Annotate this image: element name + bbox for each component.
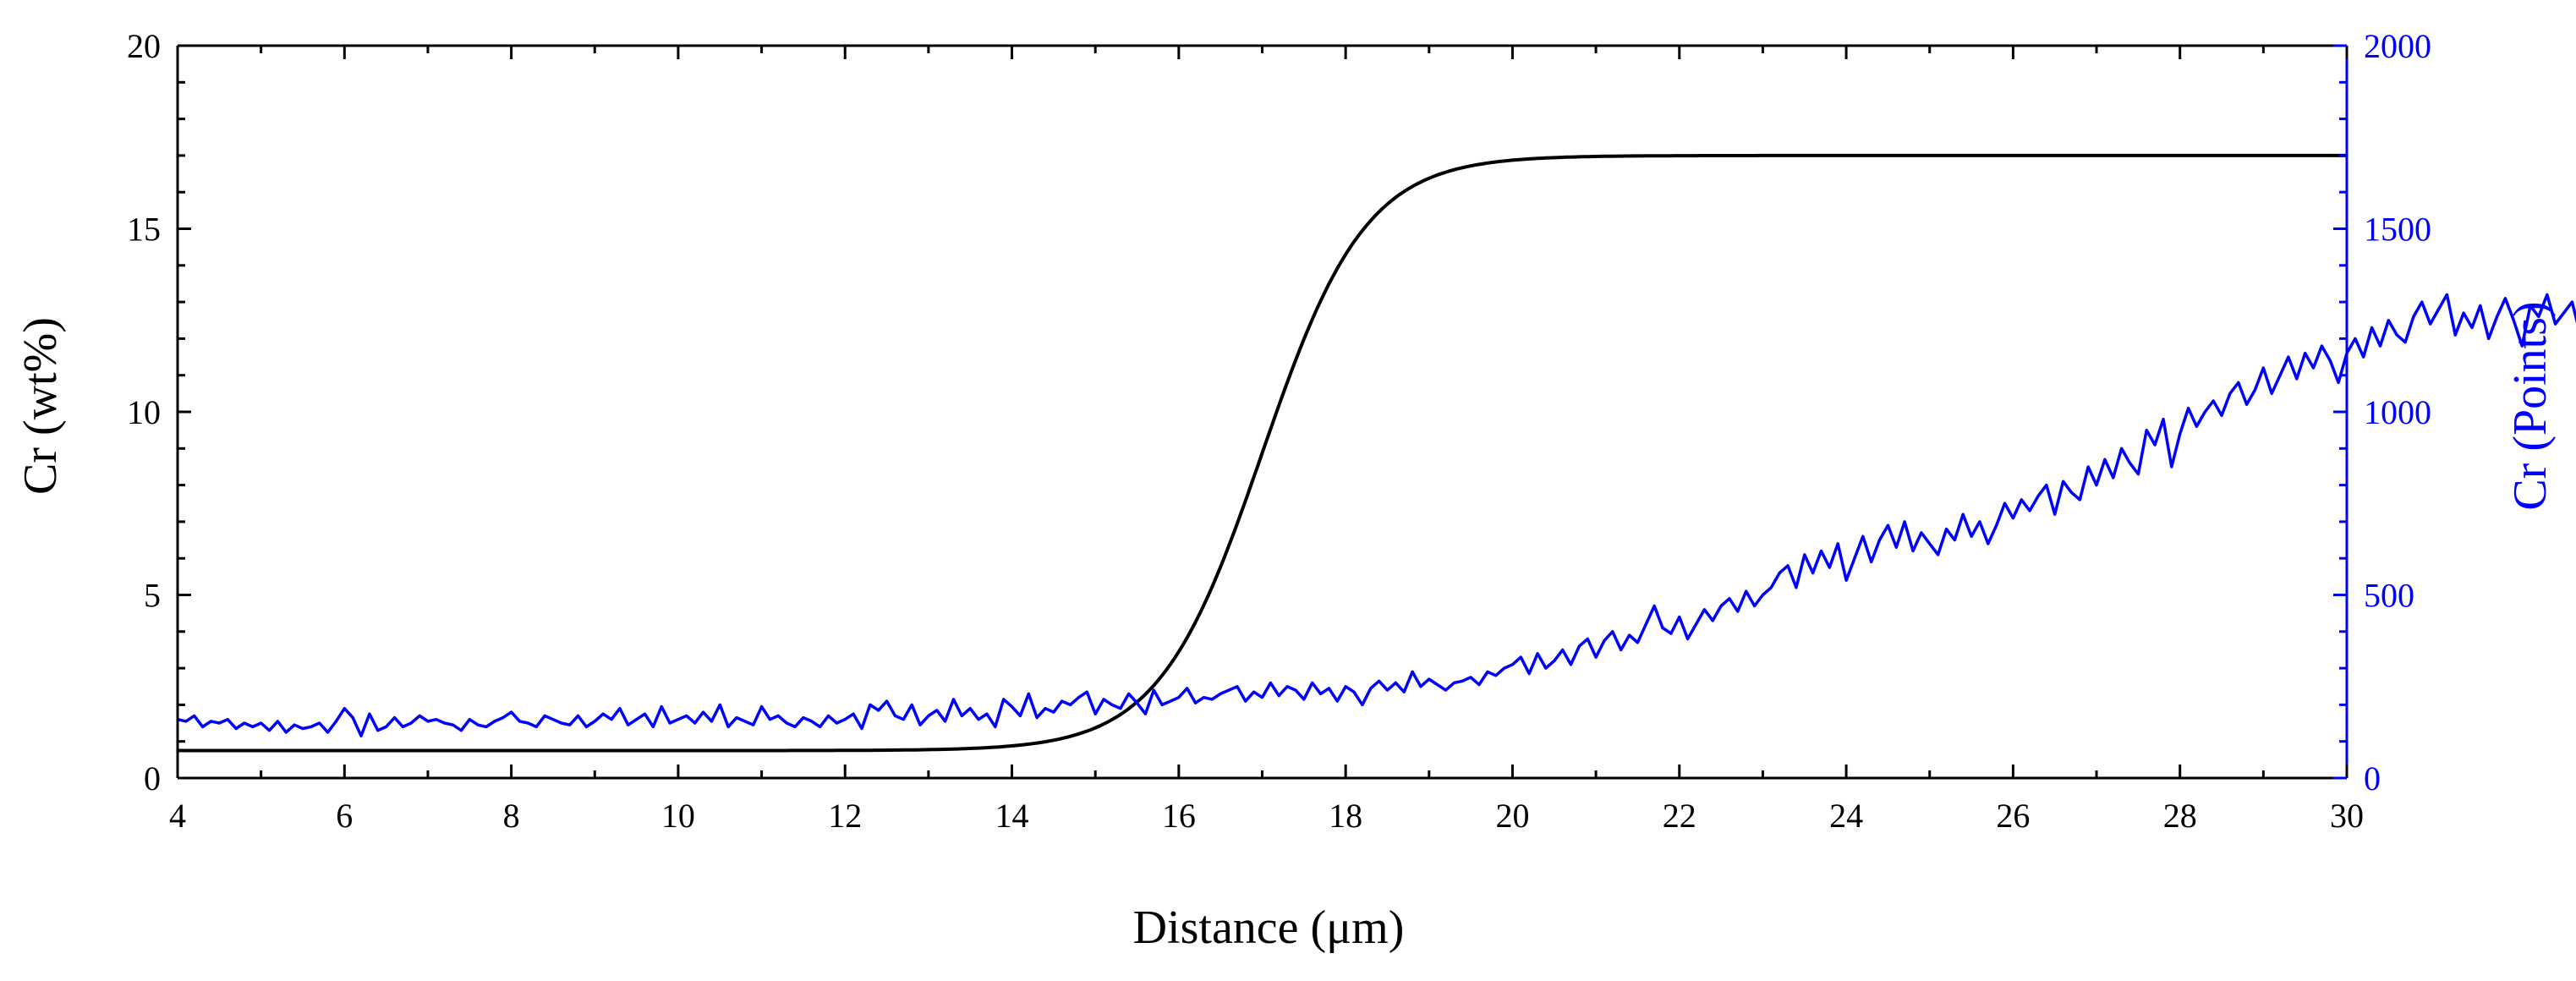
x-tick-label: 26 <box>1996 797 2030 835</box>
wt-series-layer <box>178 153 2347 753</box>
x-tick-label: 6 <box>336 797 353 835</box>
y-right-tick-label: 1500 <box>2364 211 2431 249</box>
x-tick-label: 30 <box>2330 797 2364 835</box>
points-line <box>177 293 2576 737</box>
y-right-tick-label: 2000 <box>2364 27 2431 65</box>
x-tick-label: 28 <box>2163 797 2197 835</box>
x-tick-label: 20 <box>1495 797 1529 835</box>
x-tick-label: 10 <box>661 797 695 835</box>
axes-layer: 4 6 8 10 12 14 16 18 20 22 24 26 28 30051015200500100… <box>127 27 2431 835</box>
x-tick-label: 18 <box>1329 797 1362 835</box>
x-tick-label: 8 <box>503 797 520 835</box>
y-right-tick-label: 1000 <box>2364 393 2431 431</box>
y-axis-left-title: Cr (wt%) <box>14 317 67 495</box>
x-tick-label: 12 <box>828 797 862 835</box>
y-left-tick-label: 0 <box>144 759 161 797</box>
y-left-tick-label: 20 <box>127 27 161 65</box>
x-axis-title: Distance (μm) <box>1133 902 1405 954</box>
x-tick-label: 14 <box>995 797 1029 835</box>
points-series-layer <box>177 293 2576 737</box>
x-tick-label: 24 <box>1829 797 1863 835</box>
wt-percent-line <box>178 153 2347 753</box>
y-axis-right-title: Cr (Points) <box>2504 301 2557 510</box>
x-tick-label: 16 <box>1162 797 1196 835</box>
y-right-tick-label: 0 <box>2364 759 2381 797</box>
y-left-tick-label: 15 <box>127 211 161 249</box>
y-left-tick-label: 5 <box>144 577 161 615</box>
y-left-tick-label: 10 <box>127 393 161 431</box>
y-right-tick-label: 500 <box>2364 577 2414 615</box>
x-tick-label: 22 <box>1663 797 1696 835</box>
x-tick-label: 4 <box>169 797 186 835</box>
